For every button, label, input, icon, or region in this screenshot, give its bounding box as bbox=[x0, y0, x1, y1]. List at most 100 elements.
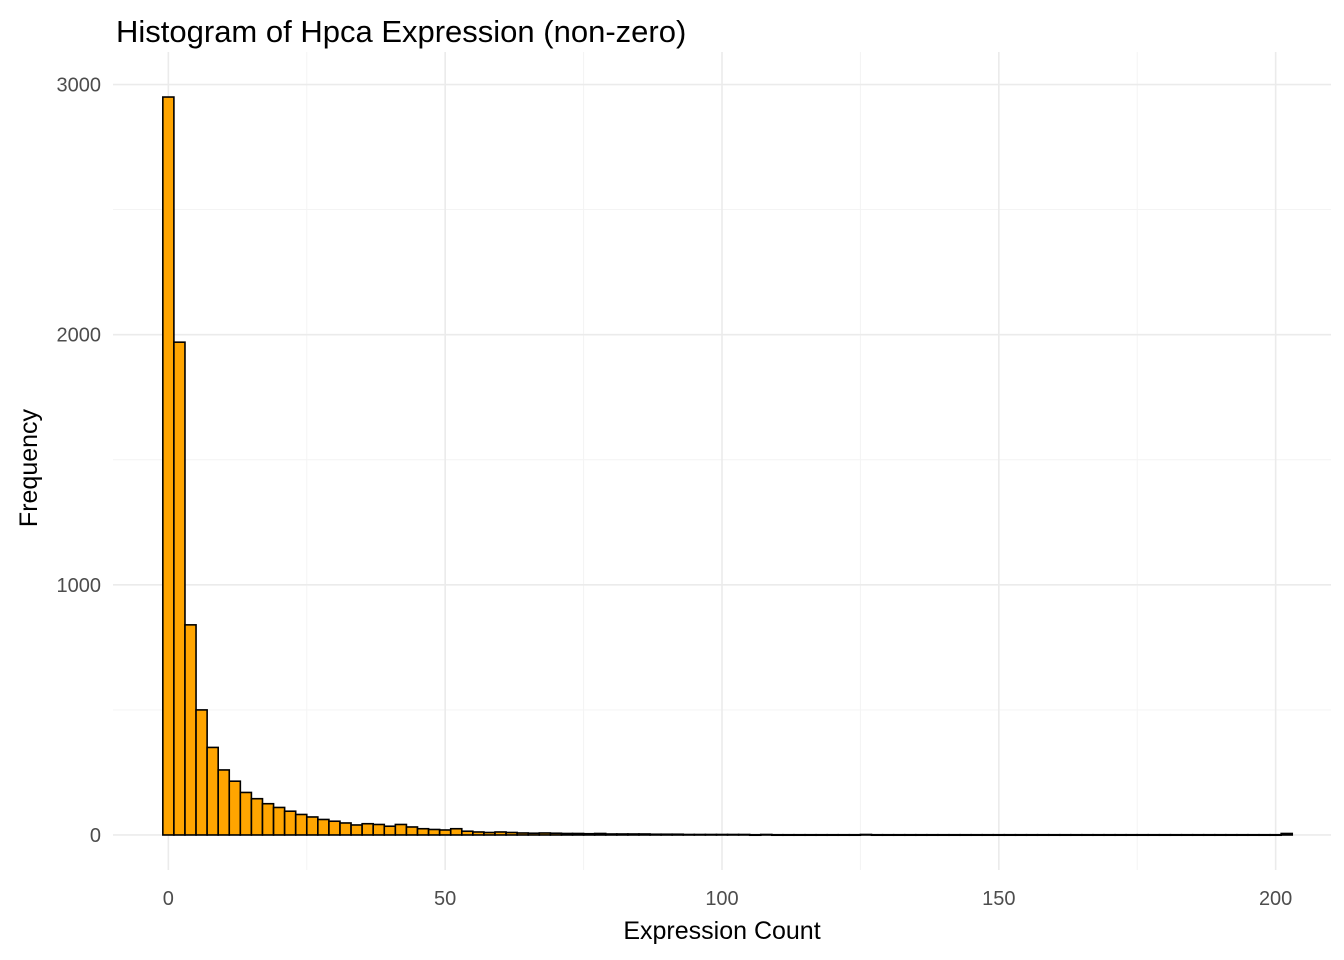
histogram-bar bbox=[350, 824, 363, 836]
histogram-bar bbox=[660, 833, 673, 836]
histogram-bar bbox=[881, 833, 895, 837]
histogram-bar bbox=[195, 709, 208, 836]
histogram-bar bbox=[505, 831, 518, 836]
histogram-bar bbox=[638, 833, 651, 836]
histogram-bar bbox=[926, 833, 939, 837]
histogram-bar bbox=[294, 813, 308, 836]
histogram-bar bbox=[1136, 833, 1150, 837]
histogram-bar bbox=[1081, 833, 1094, 837]
histogram-bar bbox=[560, 832, 574, 836]
histogram-bar bbox=[317, 818, 330, 836]
histogram-bar bbox=[704, 833, 718, 836]
histogram-bar bbox=[759, 833, 773, 836]
histogram-bar bbox=[427, 828, 441, 836]
histogram-bar bbox=[1180, 833, 1194, 837]
y-tick-label: 1000 bbox=[57, 575, 102, 597]
histogram-bar bbox=[837, 833, 851, 837]
histogram-bar bbox=[804, 833, 817, 837]
histogram-bar bbox=[726, 833, 740, 836]
x-axis-ticks: 0 50 100 150 200 bbox=[163, 888, 1293, 910]
histogram-bar bbox=[693, 833, 707, 836]
histogram-bar bbox=[372, 823, 386, 836]
histogram-bar bbox=[339, 822, 352, 836]
histogram-bar bbox=[184, 624, 197, 836]
y-tick-label: 0 bbox=[90, 825, 101, 847]
histogram-bar bbox=[361, 822, 375, 836]
histogram-bar bbox=[715, 833, 729, 836]
histogram-bar bbox=[649, 833, 662, 836]
histogram-bar bbox=[283, 810, 297, 836]
histogram-bar bbox=[1213, 833, 1227, 837]
histogram-bar bbox=[616, 833, 629, 836]
histogram-bar bbox=[848, 833, 862, 837]
histogram-bar bbox=[682, 833, 696, 836]
histogram-bar bbox=[1092, 833, 1105, 837]
histogram-bar bbox=[892, 833, 906, 837]
histogram-bar bbox=[1158, 833, 1172, 837]
histogram-bar bbox=[826, 833, 840, 837]
histogram-bar bbox=[272, 806, 286, 836]
x-tick-label: 100 bbox=[705, 888, 738, 910]
histogram-bar bbox=[793, 833, 806, 837]
histogram-bar bbox=[516, 832, 530, 836]
histogram-bar bbox=[1280, 832, 1294, 836]
y-axis-ticks: 0 1000 2000 3000 bbox=[57, 75, 102, 847]
histogram-bar bbox=[217, 769, 231, 836]
histogram-bar bbox=[1125, 833, 1139, 837]
histogram-bar bbox=[1003, 833, 1017, 837]
histogram-bar bbox=[992, 833, 1006, 837]
histogram-bar bbox=[1202, 833, 1216, 837]
histogram-bar bbox=[206, 746, 219, 836]
histogram-bar bbox=[1025, 833, 1039, 837]
histogram-bar bbox=[1069, 833, 1083, 837]
histogram-bar bbox=[981, 833, 995, 837]
histogram-bar bbox=[483, 831, 496, 836]
histogram-bar bbox=[782, 833, 795, 837]
histogram-bar bbox=[1191, 833, 1205, 837]
x-tick-label: 150 bbox=[982, 888, 1015, 910]
histogram-bar bbox=[162, 96, 175, 836]
histogram-bar bbox=[1147, 833, 1161, 837]
histogram-bar bbox=[538, 832, 552, 836]
histogram-bar bbox=[914, 833, 928, 837]
histogram-bar bbox=[472, 831, 485, 836]
histogram-bar bbox=[1258, 833, 1271, 837]
x-tick-label: 50 bbox=[434, 888, 456, 910]
histogram-bar bbox=[383, 825, 397, 836]
histogram-bar bbox=[1036, 833, 1050, 837]
histogram-bar bbox=[173, 341, 186, 836]
histogram-bar bbox=[571, 832, 585, 836]
histogram-bar bbox=[228, 780, 242, 836]
histogram-bar bbox=[416, 827, 430, 836]
histogram-bar bbox=[970, 833, 984, 837]
histogram-bar bbox=[859, 833, 873, 836]
histogram-bar bbox=[1103, 833, 1116, 837]
histogram-bar bbox=[494, 831, 507, 836]
histogram-bar bbox=[1014, 833, 1028, 837]
histogram-bar bbox=[449, 827, 463, 836]
histogram-bar bbox=[627, 833, 640, 836]
x-tick-label: 0 bbox=[163, 888, 174, 910]
histogram-bar bbox=[959, 833, 972, 837]
histogram-bar bbox=[1225, 833, 1238, 837]
histogram-bar bbox=[1114, 833, 1127, 837]
histogram-bar bbox=[1169, 833, 1183, 837]
histogram-bar bbox=[771, 833, 784, 837]
y-tick-label: 2000 bbox=[57, 325, 102, 347]
y-axis-title: Frequency bbox=[15, 408, 43, 527]
histogram-bar bbox=[239, 791, 253, 836]
histogram-bar bbox=[737, 833, 751, 836]
histogram-bar bbox=[250, 797, 264, 836]
histogram-bar bbox=[438, 829, 452, 836]
x-tick-label: 200 bbox=[1259, 888, 1292, 910]
histogram-bar bbox=[748, 833, 762, 837]
histogram-bar bbox=[1236, 833, 1249, 837]
histogram-bar bbox=[527, 832, 541, 836]
histogram-bar bbox=[305, 816, 319, 836]
histogram-bar bbox=[394, 823, 408, 836]
x-axis-title: Expression Count bbox=[623, 917, 820, 945]
histogram-bar bbox=[1047, 833, 1061, 837]
histogram-bar bbox=[593, 832, 607, 836]
histogram-bar bbox=[671, 833, 685, 836]
